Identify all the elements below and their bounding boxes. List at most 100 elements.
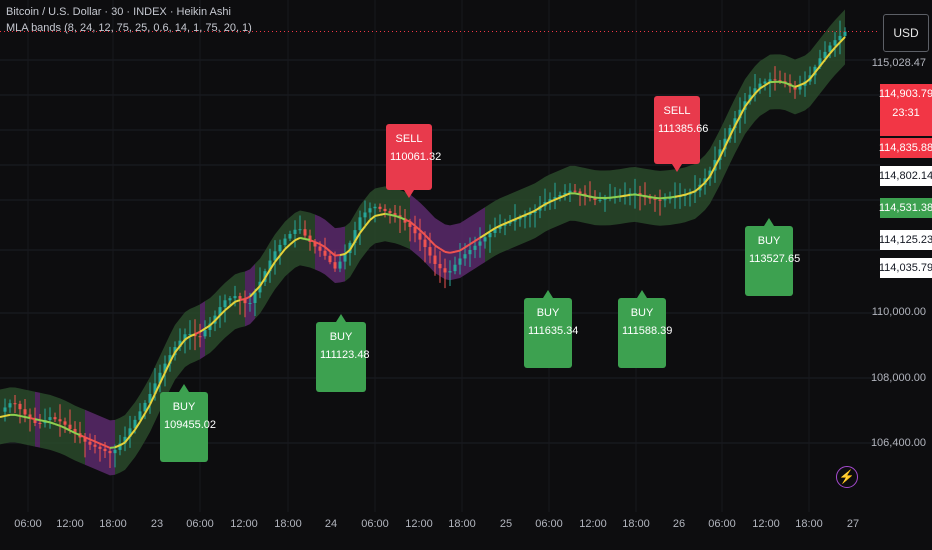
- candle-body: [243, 298, 247, 304]
- mla-center-line: [414, 225, 421, 231]
- signal-type: BUY: [630, 307, 654, 319]
- mla-center-line: [529, 209, 536, 214]
- candle-body: [23, 409, 27, 415]
- mla-center-line: [454, 249, 461, 253]
- candle-body: [753, 88, 757, 95]
- time-tick-label: 06:00: [535, 518, 563, 530]
- lightning-icon[interactable]: ⚡: [836, 466, 858, 488]
- candle-body: [378, 206, 382, 209]
- mla-center-line: [354, 232, 361, 242]
- mla-center-line: [369, 215, 376, 221]
- mla-center-line: [614, 195, 621, 199]
- mla-center-line: [344, 249, 351, 255]
- candle-body: [833, 40, 837, 46]
- mla-center-line: [739, 106, 746, 117]
- candle-body: [823, 51, 827, 59]
- candle-body: [768, 79, 772, 82]
- mla-center-line: [469, 240, 476, 246]
- mla-center-line: [734, 115, 741, 127]
- candle-body: [228, 298, 232, 301]
- mla-center-line: [559, 194, 566, 199]
- mla-center-line: [554, 196, 561, 201]
- candle-body: [93, 444, 97, 447]
- mla-center-line: [489, 227, 496, 233]
- buy-signal-label: BUY 111588.39: [618, 290, 672, 368]
- mla-center-line: [584, 194, 591, 198]
- candle-body: [248, 303, 252, 305]
- mla-center-line: [764, 81, 771, 87]
- mla-center-line: [494, 224, 501, 230]
- signal-type: BUY: [329, 331, 353, 343]
- mla-center-line: [364, 219, 371, 227]
- mla-center-line: [64, 427, 71, 432]
- mla-center-line: [144, 404, 151, 414]
- candle-body: [13, 403, 17, 405]
- candle-body: [413, 226, 417, 234]
- mla-center-line: [164, 361, 171, 374]
- candle-body: [573, 190, 577, 192]
- time-tick-label: 12:00: [230, 518, 258, 530]
- mla-center-line: [729, 125, 736, 137]
- mla-center-line: [779, 80, 786, 84]
- mla-center-line: [39, 419, 46, 423]
- symbol-title[interactable]: Bitcoin / U.S. Dollar · 30 · INDEX · Hei…: [6, 6, 231, 18]
- mla-center-line: [114, 444, 121, 449]
- mla-band: [315, 214, 345, 284]
- mla-center-line: [759, 84, 766, 90]
- mla-center-line: [439, 247, 446, 253]
- candle-body: [463, 254, 467, 259]
- candle-body: [633, 193, 637, 195]
- candle-body: [428, 247, 432, 256]
- currency-button[interactable]: USD: [883, 14, 929, 52]
- mla-center-line: [394, 214, 401, 219]
- price-chart[interactable]: [0, 0, 880, 512]
- mla-center-line: [514, 216, 521, 221]
- candle-body: [733, 118, 737, 129]
- mla-center-line: [339, 253, 346, 257]
- candle-body: [448, 271, 452, 273]
- candle-body: [293, 229, 297, 234]
- candle-body: [748, 94, 752, 102]
- candle-body: [273, 251, 277, 261]
- mla-center-line: [184, 335, 191, 341]
- mla-center-line: [754, 87, 761, 95]
- mla-center-line: [464, 243, 471, 249]
- candle-body: [658, 199, 662, 201]
- candle-body: [113, 449, 117, 454]
- mla-center-line: [324, 246, 331, 253]
- candle-body: [88, 441, 92, 445]
- mla-center-line: [14, 413, 21, 417]
- candle-body: [188, 334, 192, 336]
- mla-center-line: [249, 290, 256, 298]
- candle-body: [758, 83, 762, 89]
- mla-center-line: [424, 234, 431, 241]
- mla-center-line: [384, 212, 391, 216]
- candle-body: [563, 192, 567, 195]
- candle-body: [763, 81, 767, 84]
- mla-center-line: [399, 216, 406, 221]
- candle-body: [598, 199, 602, 201]
- mla-center-line: [669, 195, 676, 199]
- indicator-legend[interactable]: MLA bands (8, 24, 12, 75, 25, 0.6, 14, 1…: [6, 22, 252, 34]
- price-tick-label: 115,028.47: [871, 57, 926, 69]
- signal-price: 111635.34: [528, 325, 579, 337]
- mla-center-line: [374, 213, 381, 217]
- mla-center-line: [694, 186, 701, 193]
- chart-header: Bitcoin / U.S. Dollar · 30 · INDEX · Hei…: [6, 4, 252, 36]
- candle-body: [103, 448, 107, 452]
- candle-body: [233, 296, 237, 299]
- candle-body: [58, 419, 62, 422]
- candle-body: [303, 229, 307, 236]
- time-tick-label: 24: [324, 518, 338, 530]
- mla-center-line: [174, 345, 181, 353]
- buy-signal-label: BUY 113527.65: [745, 218, 800, 296]
- mla-center-line: [229, 301, 236, 307]
- price-axis[interactable]: 115,028.47 110,000.00 108,000.00 106,400…: [871, 0, 932, 512]
- mla-center-line: [314, 241, 321, 246]
- candle-body: [738, 109, 742, 119]
- candle-body: [828, 45, 832, 52]
- mla-center-line: [194, 330, 201, 336]
- time-axis[interactable]: 06:00 12:00 18:00 23 06:00 12:00 18:00 24 06:00 1…: [0, 512, 880, 550]
- mla-center-line: [204, 324, 211, 330]
- mla-center-line: [59, 424, 66, 429]
